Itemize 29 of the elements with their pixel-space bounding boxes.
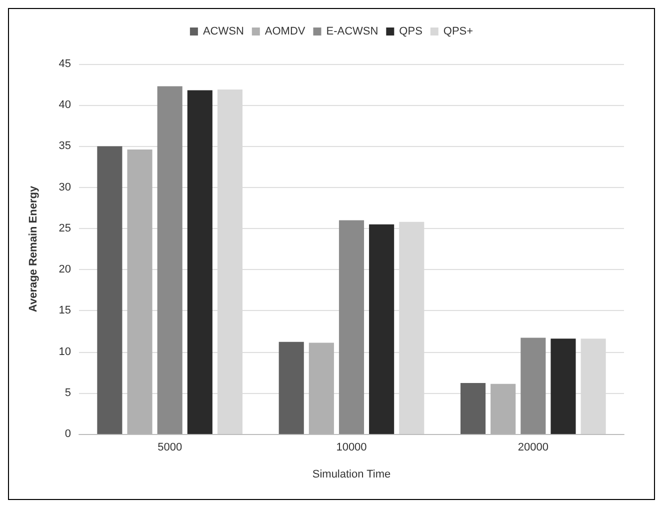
x-tick-label: 20000 [518, 442, 548, 454]
y-tick-label: 0 [64, 428, 71, 440]
bar [187, 90, 212, 434]
x-tick-label: 10000 [336, 442, 367, 454]
y-tick-label: 30 [58, 181, 71, 194]
bar [550, 338, 576, 434]
legend-label: QPS+ [443, 26, 474, 38]
y-tick-label: 20 [58, 264, 71, 276]
bar [460, 383, 486, 434]
y-tick-label: 5 [64, 386, 71, 399]
bar [278, 342, 304, 434]
legend-label: AOMDV [264, 26, 306, 38]
x-axis-title: Simulation Time [312, 468, 391, 480]
y-axis-title: Average Remain Energy [28, 185, 40, 312]
bar [520, 338, 546, 434]
bar [369, 224, 394, 434]
bar [338, 220, 364, 434]
y-tick-label: 25 [58, 222, 71, 234]
legend-label: E-ACWSN [326, 26, 378, 38]
legend-label: QPS [399, 26, 422, 38]
y-tick-label: 45 [58, 58, 71, 70]
y-tick-label: 10 [58, 346, 71, 358]
y-tick-label: 35 [58, 140, 71, 152]
bar [97, 146, 122, 434]
legend-label: ACWSN [202, 26, 244, 38]
bar [157, 86, 182, 434]
y-tick-label: 40 [58, 99, 71, 112]
y-tick-label: 15 [58, 304, 71, 317]
x-tick-label: 5000 [158, 442, 182, 454]
